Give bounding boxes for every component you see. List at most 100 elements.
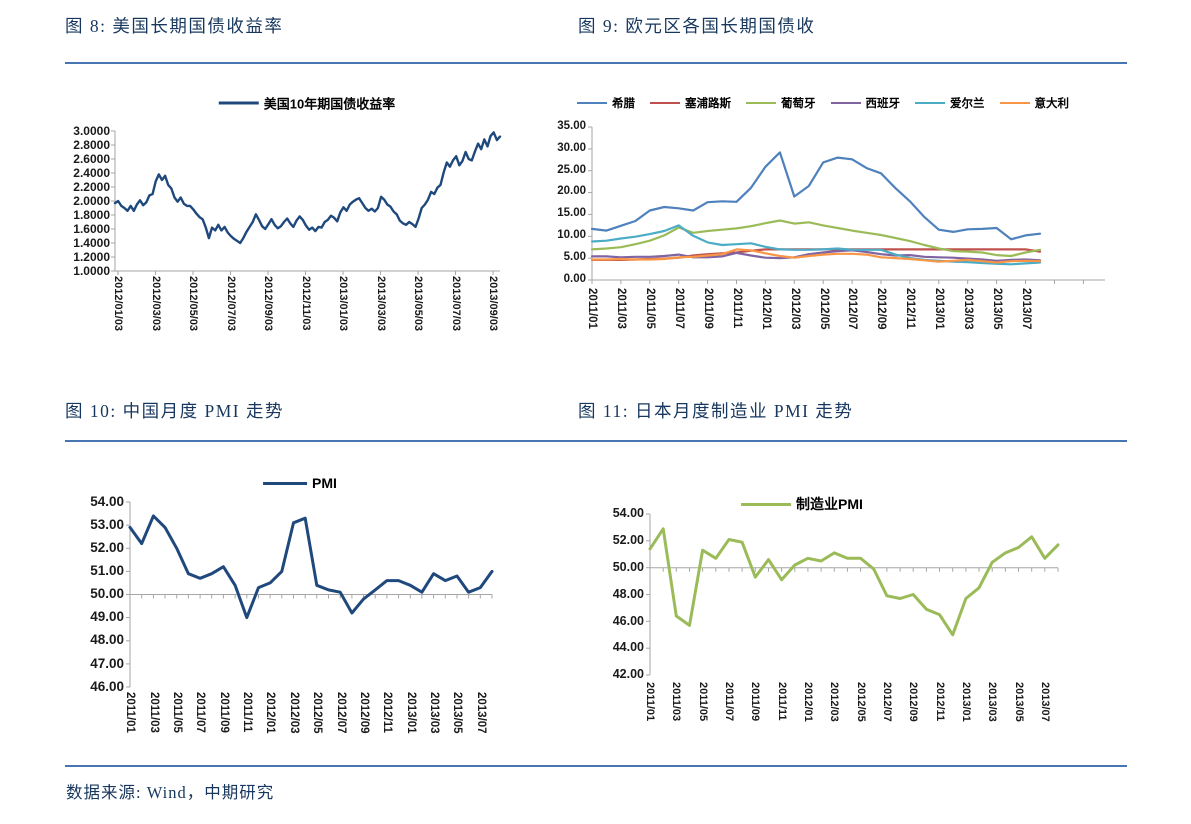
- legend-label: PMI: [312, 475, 337, 491]
- x-axis-label: 2013/03: [986, 682, 999, 722]
- y-axis-label: 48.00: [612, 586, 644, 601]
- legend-label: 塞浦路斯: [685, 98, 731, 110]
- y-axis-label: 20.00: [557, 185, 586, 198]
- legend-line-icon: [577, 101, 607, 105]
- x-axis-label: 2011/07: [723, 682, 736, 722]
- y-axis-label: 50.00: [90, 586, 124, 602]
- x-axis-label: 2011/05: [171, 692, 184, 733]
- legend-line-icon: [650, 101, 680, 105]
- y-axis-label: 47.00: [90, 655, 124, 671]
- x-axis-label: 2012/03: [788, 288, 801, 330]
- x-axis-label: 2012/09: [357, 692, 370, 734]
- y-axis-label: 25.00: [557, 163, 586, 176]
- x-axis-label: 2011/05: [644, 288, 657, 329]
- x-axis-label: 2013/07/03: [449, 276, 462, 332]
- legend-line-icon: [741, 502, 792, 506]
- x-axis-label: 2012/11: [381, 692, 394, 733]
- legend-line-icon: [263, 481, 308, 485]
- chart-legend: 美国10年期国债收益率: [218, 94, 395, 113]
- figure-10-caption: 图 10: 中国月度 PMI 走势: [65, 401, 284, 421]
- y-axis-label: 48.00: [90, 632, 124, 648]
- legend-item-制造业PMI: 制造业PMI: [741, 494, 863, 514]
- x-axis-label: 2011/11: [730, 288, 743, 329]
- y-axis-label: 52.00: [90, 539, 124, 555]
- x-axis-label: 2013/01: [404, 692, 417, 734]
- section-divider-top: [65, 62, 1127, 64]
- x-axis-label: 2012/03/03: [149, 276, 162, 332]
- x-axis-label: 2013/05: [990, 288, 1003, 330]
- y-axis-label: 30.00: [557, 141, 586, 154]
- x-axis-label: 2012/05: [817, 288, 830, 330]
- y-axis-label: 49.00: [90, 609, 124, 625]
- x-axis-label: 2013/03: [962, 288, 975, 330]
- x-axis-label: 2011/11: [241, 692, 254, 733]
- figure-11-caption: 图 11: 日本月度制造业 PMI 走势: [578, 401, 854, 421]
- legend-item-希腊: 希腊: [577, 95, 635, 111]
- x-axis-label: 2011/09: [749, 682, 762, 722]
- section-divider-middle: [65, 440, 1127, 442]
- series-line-美国10年期国债收益率: [113, 131, 502, 245]
- chart-legend: PMI: [263, 475, 337, 491]
- x-axis-label: 2012/11: [933, 682, 946, 722]
- legend-item-西班牙: 西班牙: [830, 95, 901, 111]
- x-axis-label: 2011/05: [696, 682, 709, 722]
- x-axis-label: 2012/03: [828, 682, 841, 722]
- x-axis-label: 2013/03: [427, 692, 440, 734]
- x-axis-label: 2012/07: [846, 288, 859, 330]
- legend-line-icon: [999, 101, 1030, 105]
- data-source-note: 数据来源: Wind，中期研究: [66, 783, 275, 802]
- x-axis-label: 2011/07: [673, 288, 686, 329]
- legend-label: 意大利: [1034, 98, 1070, 110]
- legend-label: 爱尔兰: [950, 98, 985, 110]
- legend-item-塞浦路斯: 塞浦路斯: [650, 95, 731, 111]
- y-axis-label: 10.00: [557, 229, 586, 242]
- series-line-PMI: [128, 514, 494, 620]
- legend-label: 制造业PMI: [796, 496, 863, 512]
- x-axis-label: 2012/03: [287, 692, 300, 734]
- x-axis-label: 2011/01: [644, 682, 657, 722]
- y-axis-label: 50.00: [612, 559, 644, 574]
- y-axis-label: 44.00: [612, 640, 644, 655]
- chart-legend: 希腊 塞浦路斯 葡萄牙 西班牙 爱尔兰 意大利: [577, 95, 1069, 111]
- legend-label: 希腊: [612, 98, 635, 110]
- y-axis-label: 46.00: [90, 678, 124, 694]
- series-line-爱尔兰: [590, 224, 1042, 266]
- x-axis-label: 2012/01/03: [112, 276, 125, 332]
- x-axis-label: 2012/11/03: [299, 276, 312, 331]
- x-axis-label: 2012/09: [875, 288, 888, 330]
- figure-9-caption: 图 9: 欧元区各国长期国债收: [578, 16, 816, 36]
- series-line-西班牙: [590, 249, 1042, 262]
- y-axis-label: 2.4000: [73, 165, 110, 180]
- y-axis-label: 3.0000: [73, 123, 110, 138]
- x-axis-label: 2012/09/03: [262, 276, 275, 332]
- chart-legend: 制造业PMI: [741, 494, 863, 514]
- x-axis-label: 2013/09/03: [487, 276, 500, 332]
- y-axis-label: 53.00: [90, 516, 124, 532]
- legend-item-美国10年期国债收益率: 美国10年期国债收益率: [218, 94, 395, 113]
- y-axis-label: 51.00: [90, 563, 124, 578]
- y-axis-label: 2.6000: [73, 151, 110, 166]
- x-axis-label: 2013/01/03: [337, 276, 350, 332]
- x-axis-label: 2013/05/03: [412, 276, 425, 332]
- x-axis-label: 2013/05: [451, 692, 464, 734]
- series-line-葡萄牙: [590, 219, 1042, 258]
- x-axis-label: 2012/05/03: [187, 276, 200, 332]
- x-axis-label: 2012/07: [880, 682, 893, 722]
- x-axis-label: 2013/07: [474, 692, 487, 734]
- y-axis-label: 15.00: [557, 207, 586, 220]
- x-axis-label: 2012/05: [311, 692, 324, 734]
- legend-label: 西班牙: [865, 98, 901, 110]
- legend-line-icon: [830, 101, 861, 105]
- x-axis-label: 2012/09: [907, 682, 920, 722]
- y-axis-label: 54.00: [612, 506, 644, 521]
- x-axis-label: 2013/01: [959, 682, 972, 722]
- x-axis-label: 2013/07: [1019, 288, 1032, 330]
- x-axis-label: 2011/03: [147, 692, 160, 733]
- legend-line-icon: [746, 101, 776, 105]
- y-axis-label: 46.00: [612, 613, 644, 628]
- y-axis-label: 1.2000: [73, 249, 110, 264]
- y-axis-label: 2.8000: [73, 137, 110, 152]
- y-axis-label: 1.6000: [73, 221, 110, 236]
- y-axis-label: 1.8000: [73, 207, 110, 222]
